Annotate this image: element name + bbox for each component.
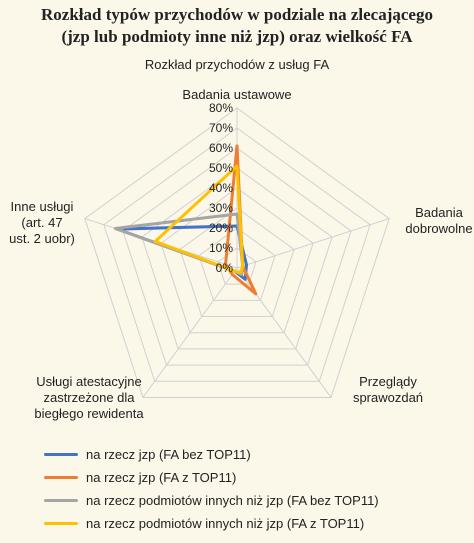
axis-label: Badania ustawowe	[182, 87, 291, 102]
legend-swatch	[44, 522, 78, 525]
grid-ring	[217, 247, 257, 285]
tick-label: 60%	[209, 141, 233, 155]
legend-label: na rzecz jzp (FA z TOP11)	[86, 470, 237, 485]
tick-label: 0%	[216, 261, 234, 275]
tick-label: 50%	[209, 161, 233, 175]
legend-item: na rzecz jzp (FA bez TOP11)	[44, 443, 379, 466]
grid-ring	[179, 207, 295, 318]
radial-tick-labels: 0% 10% 20% 30% 40% 50% 60% 70% 80%	[209, 101, 233, 275]
grid-ring	[122, 147, 352, 366]
axis-label: Usługi atestacyjne zastrzeżone dla biegłeg…	[34, 374, 144, 421]
tick-label: 40%	[209, 181, 233, 195]
tick-label: 80%	[209, 101, 233, 115]
legend-label: na rzecz podmiotów innych niż jzp (FA be…	[86, 493, 379, 508]
axis-labels: Badania ustawowe Badania dobrowolne Przeglą…	[9, 87, 472, 421]
axis-label: Inne usługi (art. 47 ust. 2 uobr)	[9, 199, 75, 246]
grid-ring	[198, 227, 276, 301]
legend-label: na rzecz jzp (FA bez TOP11)	[86, 447, 251, 462]
chart-title: Rozkład typów przychodów w podziale na z…	[0, 4, 474, 48]
grid-ring	[103, 127, 371, 382]
grid-ring	[84, 107, 390, 398]
tick-label: 70%	[209, 121, 233, 135]
legend-item: na rzecz jzp (FA z TOP11)	[44, 466, 379, 489]
tick-label: 10%	[209, 241, 233, 255]
legend-swatch	[44, 476, 78, 479]
grid-ring	[141, 167, 333, 350]
radar-series	[113, 144, 258, 296]
legend: na rzecz jzp (FA bez TOP11) na rzecz jzp …	[44, 443, 379, 535]
axis-label: Badania dobrowolne	[405, 205, 472, 236]
grid-spoke	[142, 267, 238, 398]
legend-label: na rzecz podmiotów innych niż jzp (FA z …	[86, 516, 365, 531]
radar-chart: 0% 10% 20% 30% 40% 50% 60% 70% 80% Badania ustaw…	[9, 87, 472, 421]
grid-ring	[160, 187, 314, 334]
chart-subtitle: Rozkład przychodów z usług FA	[144, 57, 330, 72]
axis-label: Przeglądy sprawozdań	[353, 374, 423, 405]
legend-item: na rzecz podmiotów innych niż jzp (FA be…	[44, 489, 379, 512]
chart-title-line-2: (jzp lub podmioty inne niż jzp) oraz wie…	[61, 27, 413, 46]
chart-title-line-1: Rozkład typów przychodów w podziale na z…	[41, 5, 433, 24]
legend-swatch	[44, 453, 78, 456]
grid-spoke	[236, 218, 390, 269]
legend-swatch	[44, 499, 78, 502]
tick-label: 20%	[209, 221, 233, 235]
tick-label: 30%	[209, 201, 233, 215]
legend-item: na rzecz podmiotów innych niż jzp (FA z …	[44, 512, 379, 535]
series-line-4	[153, 164, 245, 275]
